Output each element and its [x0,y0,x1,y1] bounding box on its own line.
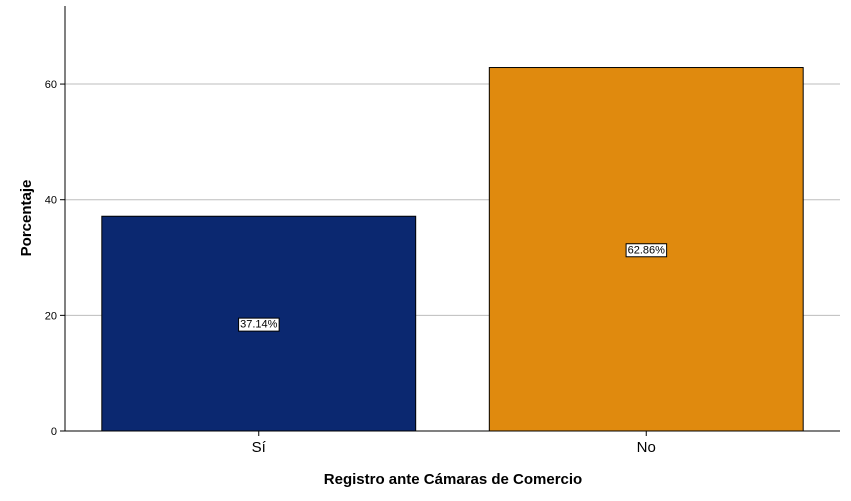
x-axis-title: Registro ante Cámaras de Comercio [324,471,582,488]
y-tick-label: 0 [51,426,57,438]
data-label-2: 62.86% [625,243,668,258]
data-label-box [238,317,280,332]
y-tick-label: 40 [45,195,57,207]
data-label-1: 37.14% [238,317,280,332]
x-ticks: Sí No [252,431,656,456]
y-ticks: 0 20 40 60 [45,79,65,438]
y-tick-label: 60 [45,79,57,91]
y-tick-label: 20 [45,310,57,322]
data-labels: 37.14% 62.86% [238,243,668,332]
bars [101,67,804,432]
data-label-box [625,243,668,258]
data-label-text: 62.86% [628,244,666,256]
y-axis-title: Porcentaje [18,180,35,257]
x-tick-label: Sí [252,439,267,456]
axes [64,6,840,432]
x-tick-label: No [637,439,656,456]
data-label-text: 37.14% [240,319,278,331]
